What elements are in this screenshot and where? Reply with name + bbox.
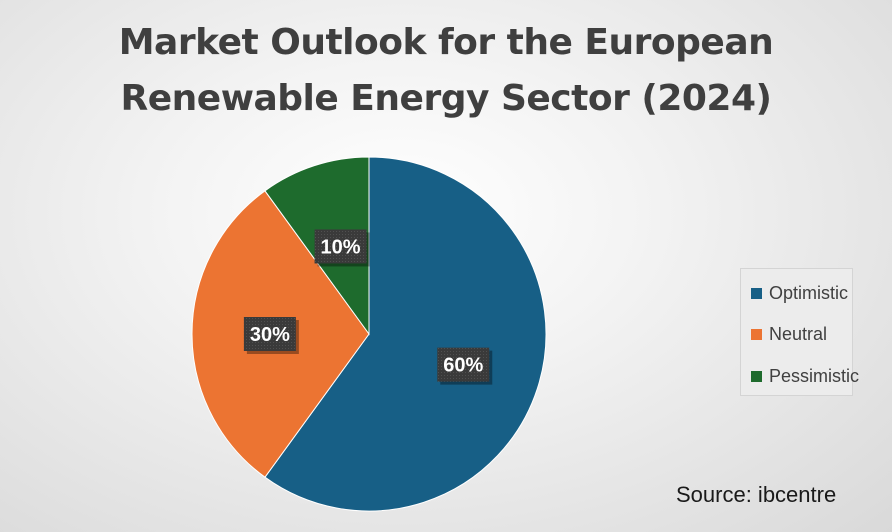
data-label-neutral: 30% bbox=[243, 317, 299, 354]
data-label-box bbox=[314, 229, 367, 264]
data-label-box bbox=[243, 317, 296, 351]
legend-item-neutral: Neutral bbox=[751, 323, 827, 345]
legend-label-pessimistic: Pessimistic bbox=[769, 365, 860, 386]
source-note: Source: ibcentre bbox=[676, 482, 837, 507]
data-label-optimistic: 60% bbox=[437, 347, 493, 385]
legend-item-pessimistic: Pessimistic bbox=[751, 365, 859, 387]
chart-title-line-2: Renewable Energy Sector (2024) bbox=[120, 78, 772, 119]
data-label-text: 60% bbox=[443, 355, 483, 377]
chart-title-line-1: Market Outlook for the European bbox=[118, 22, 774, 63]
data-label-text: 30% bbox=[250, 324, 290, 346]
legend-swatch-optimistic bbox=[751, 287, 762, 299]
legend-label-neutral: Neutral bbox=[769, 323, 828, 344]
legend-swatch-neutral bbox=[751, 328, 762, 340]
data-label-pessimistic: 10% bbox=[314, 229, 370, 267]
legend-swatch-pessimistic bbox=[751, 370, 762, 382]
chart-legend: Optimistic Neutral Pessimistic bbox=[740, 268, 859, 396]
data-label-box bbox=[437, 347, 490, 382]
legend-item-optimistic: Optimistic bbox=[751, 282, 848, 304]
legend-label-optimistic: Optimistic bbox=[769, 282, 849, 303]
data-label-text: 10% bbox=[321, 236, 361, 258]
pie-slice-optimistic bbox=[264, 156, 547, 512]
